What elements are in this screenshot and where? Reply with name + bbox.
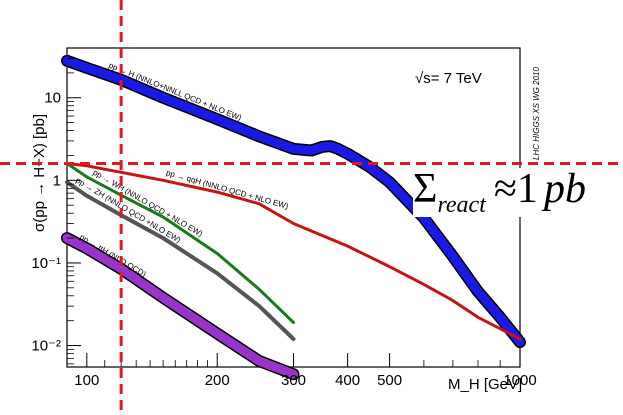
energy-label: √s= 7 TeV: [415, 70, 482, 87]
series-line-2: [65, 162, 295, 324]
sigma-symbol: Σ: [413, 166, 438, 212]
y-tick-label: 1: [53, 172, 61, 189]
sigma-annotation: Σreact ≈1 pb: [413, 168, 586, 217]
x-tick-label: 400: [335, 372, 360, 389]
approx-value: ≈1: [493, 166, 538, 212]
series-line-4: [62, 233, 298, 379]
x-tick-label: 200: [205, 372, 230, 389]
collaboration-label: LHC HIGGS XS WG 2010: [532, 67, 541, 160]
x-tick-label: 300: [281, 372, 306, 389]
x-tick-label: 1000: [503, 372, 536, 389]
x-tick-label: 100: [74, 372, 99, 389]
sigma-subscript: react: [437, 192, 486, 218]
labels-layer: √s= 7 TeV LHC HIGGS XS WG 2010 σ(pp → H+…: [31, 67, 541, 393]
series-line-1: [65, 162, 522, 341]
series-line-3: [65, 180, 296, 341]
unit-label: pb: [543, 166, 586, 212]
y-axis-label: σ(pp → H+X) [pb]: [31, 114, 48, 232]
x-tick-label: 500: [377, 372, 402, 389]
y-tick-label: 10⁻²: [31, 338, 61, 355]
y-tick-label: 10⁻¹: [31, 255, 61, 272]
series-line-0: [62, 56, 525, 347]
axes-layer: 10⁻² 10⁻¹ 1 10 100 200 300 400 500 1000: [31, 47, 537, 389]
x-axis-label: M_H [GeV]: [448, 376, 522, 393]
y-tick-label: 10: [44, 90, 61, 107]
